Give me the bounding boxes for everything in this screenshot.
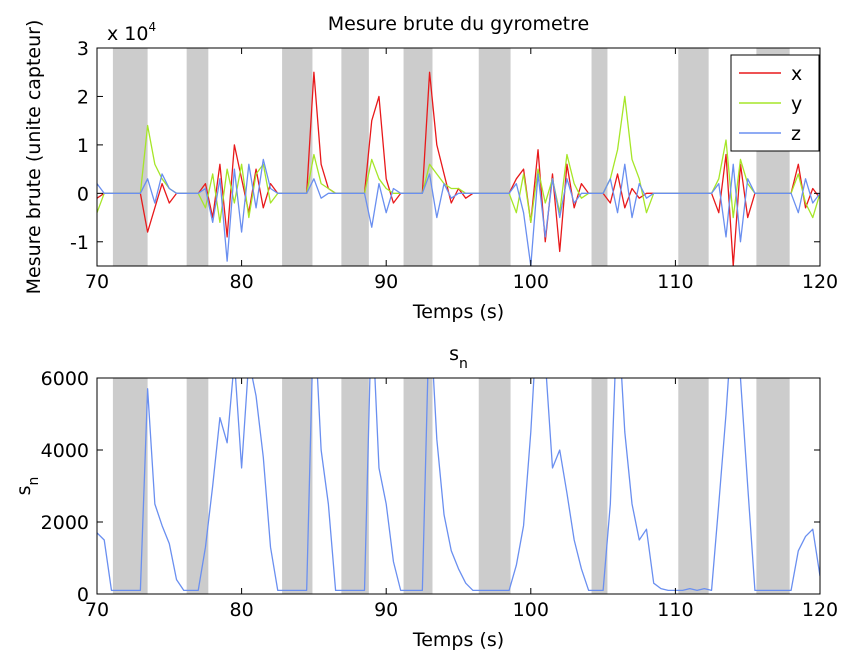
shaded-region bbox=[403, 48, 433, 266]
shaded-region bbox=[591, 48, 608, 266]
series-line bbox=[97, 378, 820, 592]
chart-title: Mesure brute du gyrometre bbox=[328, 13, 589, 35]
x-tick-label: 70 bbox=[85, 271, 109, 293]
y-tick-label: 4000 bbox=[41, 440, 89, 462]
x-tick-label: 100 bbox=[513, 599, 549, 621]
y-label-text: s bbox=[13, 485, 35, 495]
x-tick-label: 120 bbox=[802, 271, 838, 293]
plot-area bbox=[97, 71, 820, 266]
shaded-region bbox=[403, 378, 433, 594]
plot-area bbox=[97, 378, 820, 592]
x-axis-label: Temps (s) bbox=[412, 629, 504, 651]
x-tick-label: 120 bbox=[802, 599, 838, 621]
y-axis-label: sn bbox=[13, 477, 42, 496]
legend-label: x bbox=[791, 63, 802, 85]
series-line bbox=[97, 158, 820, 266]
y-tick-label: -1 bbox=[70, 232, 89, 254]
y-tick-label: 6000 bbox=[41, 368, 89, 390]
x-tick-label: 110 bbox=[657, 599, 693, 621]
shaded-region bbox=[591, 378, 608, 594]
x-tick-label: 70 bbox=[85, 599, 109, 621]
y-tick-label: 1 bbox=[77, 135, 89, 157]
chart-title: sn bbox=[449, 343, 468, 372]
shaded-region bbox=[756, 378, 790, 594]
shaded-region bbox=[186, 48, 209, 266]
axes-frame bbox=[96, 377, 821, 595]
y-scale-label: x 104 bbox=[107, 20, 156, 45]
shaded-region bbox=[186, 378, 209, 594]
title-subscript: n bbox=[459, 356, 468, 372]
y-axis-label: Mesure brute (unite capteur) bbox=[23, 20, 45, 295]
x-axis-label: Temps (s) bbox=[412, 301, 504, 323]
shaded-region bbox=[112, 378, 148, 594]
shaded-region bbox=[678, 378, 709, 594]
y-label-text: Mesure brute (unite capteur) bbox=[23, 20, 45, 295]
y-tick-label: 2 bbox=[77, 86, 89, 108]
y-scale-base: x 10 bbox=[107, 23, 148, 45]
x-tick-label: 80 bbox=[230, 271, 254, 293]
shaded-region bbox=[341, 378, 369, 594]
axes-frame bbox=[96, 47, 821, 267]
x-tick-label: 110 bbox=[657, 271, 693, 293]
legend-label: z bbox=[791, 123, 801, 145]
title-text: s bbox=[449, 343, 459, 365]
x-tick-label: 100 bbox=[513, 271, 549, 293]
shaded-region bbox=[112, 48, 148, 266]
x-tick-label: 90 bbox=[374, 271, 398, 293]
x-tick-label: 80 bbox=[230, 599, 254, 621]
title-text: Mesure brute du gyrometre bbox=[328, 13, 589, 35]
y-tick-label: 2000 bbox=[41, 512, 89, 534]
shaded-region bbox=[678, 48, 709, 266]
x-tick-label: 90 bbox=[374, 599, 398, 621]
y-tick-label: 3 bbox=[77, 38, 89, 60]
shaded-region bbox=[341, 48, 369, 266]
y-label-subscript: n bbox=[26, 477, 42, 486]
y-scale-exponent: 4 bbox=[148, 20, 156, 34]
y-tick-label: 0 bbox=[77, 183, 89, 205]
shaded-region bbox=[282, 48, 313, 266]
shaded-region bbox=[478, 48, 511, 266]
legend-label: y bbox=[791, 93, 802, 115]
shaded-region bbox=[478, 378, 511, 594]
y-tick-label: 0 bbox=[77, 584, 89, 606]
